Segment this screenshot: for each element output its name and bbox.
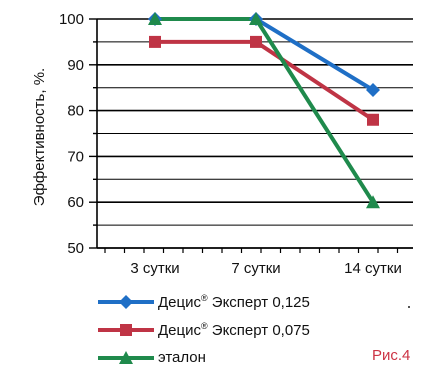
y-tick-label: 60 <box>67 194 84 211</box>
series-line-2 <box>155 39 375 122</box>
stray-mark <box>408 306 410 308</box>
y-tick-label: 90 <box>67 57 84 74</box>
y-tick-label: 100 <box>59 11 84 28</box>
legend-label-main: эталон <box>158 349 206 366</box>
y-tick-label: 70 <box>67 148 84 165</box>
square-marker <box>120 324 132 336</box>
y-tick-label: 50 <box>67 240 84 257</box>
triangle-marker <box>366 195 380 209</box>
legend-swatch <box>98 295 154 309</box>
diamond-marker <box>366 82 380 97</box>
square-marker <box>250 35 262 48</box>
figure-label: Рис.4 <box>372 347 411 364</box>
y-tick-label: 80 <box>67 103 84 120</box>
series-lines <box>148 12 380 209</box>
legend-label-main: Децис <box>158 294 201 311</box>
legend-label: эталон <box>158 349 206 366</box>
legend-label: Децис® Эксперт 0,075 <box>158 321 310 339</box>
x-tick-labels: 3 сутки 7 сутки 14 сутки <box>130 260 402 277</box>
legend-swatch <box>98 351 154 364</box>
triangle-marker <box>249 12 263 25</box>
legend-label-main: Децис <box>158 322 201 339</box>
axes <box>89 18 413 253</box>
diamond-marker <box>119 295 133 309</box>
square-marker <box>367 113 379 126</box>
triangle-marker <box>119 351 133 364</box>
y-tick-labels: 50 60 70 80 90 100 <box>59 11 84 257</box>
legend-swatch <box>98 324 154 336</box>
triangle-marker <box>148 12 162 25</box>
y-axis-label: Эффективность, %. <box>31 68 48 206</box>
registered-mark: ® <box>200 321 208 331</box>
legend-label-rest: Эксперт 0,075 <box>207 322 310 339</box>
registered-mark: ® <box>200 293 208 303</box>
legend-label: Децис® Эксперт 0,125 <box>158 293 310 311</box>
legend-label-rest: Эксперт 0,125 <box>207 294 310 311</box>
x-tick-label: 14 сутки <box>344 260 402 277</box>
square-marker <box>149 35 161 48</box>
x-tick-label: 7 сутки <box>231 260 280 277</box>
x-tick-label: 3 сутки <box>130 260 179 277</box>
